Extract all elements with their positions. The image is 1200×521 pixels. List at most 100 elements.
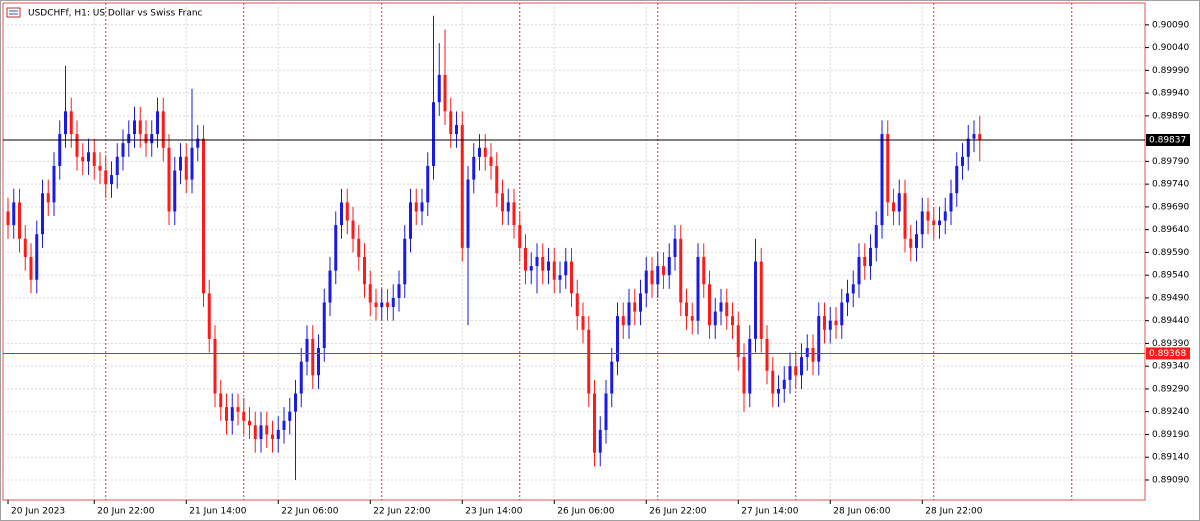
candle-body <box>667 256 671 276</box>
candle-body <box>800 357 803 376</box>
candle-body <box>202 138 205 294</box>
candle-body <box>391 297 395 308</box>
candle-body <box>932 220 936 226</box>
candle-body <box>253 425 257 440</box>
price-label: 0.89368 <box>1149 349 1186 359</box>
candle-body <box>299 361 303 394</box>
x-tick-label: 20 Jun 2023 <box>11 507 65 517</box>
candle-body <box>351 220 355 239</box>
candle-body <box>271 434 274 440</box>
candle-body <box>696 256 700 321</box>
candle-body <box>949 193 953 212</box>
candle-body <box>771 370 775 394</box>
candle-body <box>817 316 821 362</box>
candle-body <box>64 111 67 135</box>
candle-body <box>41 193 44 235</box>
candle-body <box>121 143 125 157</box>
candle-body <box>863 256 867 267</box>
candle-body <box>846 293 849 303</box>
candle-body <box>328 270 332 303</box>
candle-body <box>857 256 861 285</box>
candle-body <box>644 270 648 294</box>
candle-body <box>104 170 108 185</box>
candle-body <box>144 134 148 144</box>
candle-body <box>460 124 464 248</box>
candle-body <box>524 247 527 271</box>
candle-body <box>276 429 280 440</box>
candle-body <box>184 156 188 180</box>
candle-body <box>955 165 959 194</box>
x-tick-label: 28 Jun 22:00 <box>925 507 982 517</box>
candle-body <box>35 234 39 280</box>
candle-body <box>173 170 177 212</box>
x-tick-label: 27 Jun 14:00 <box>741 507 798 517</box>
candle-body <box>978 134 982 140</box>
candle-body <box>127 134 131 144</box>
candle-body <box>909 238 913 248</box>
candle-body <box>386 302 389 308</box>
candle-body <box>6 211 10 226</box>
candle-body <box>58 134 62 166</box>
candle-body <box>403 238 407 285</box>
candle-body <box>570 261 573 294</box>
candle-body <box>512 202 516 226</box>
candle-body <box>742 357 746 394</box>
candle-body <box>558 275 562 280</box>
candle-body <box>380 302 384 308</box>
candle-body <box>29 256 33 280</box>
candle-body <box>368 284 372 303</box>
y-tick-label: 0.89440 <box>1152 316 1189 326</box>
candle-body <box>886 134 890 203</box>
x-tick-label: 22 Jun 22:00 <box>373 507 430 517</box>
candle-body <box>489 156 493 166</box>
candle-body <box>938 220 941 226</box>
candle-body <box>363 256 366 285</box>
x-tick-label: 26 Jun 06:00 <box>557 507 614 517</box>
candle-body <box>230 407 234 421</box>
candle-body <box>345 202 349 221</box>
candle-body <box>581 316 585 330</box>
candle-body <box>782 379 786 389</box>
candle-body <box>604 393 608 430</box>
candle-body <box>610 361 614 394</box>
y-tick-label: 0.89490 <box>1152 293 1189 303</box>
candle-body <box>265 425 269 435</box>
candle-body <box>920 211 924 235</box>
candle-body <box>282 420 286 430</box>
candle-body <box>961 156 964 166</box>
candle-body <box>322 302 326 348</box>
candle-body <box>466 179 470 248</box>
candle-body <box>731 316 734 326</box>
candle-body <box>702 256 706 285</box>
price-label-box <box>1146 133 1190 146</box>
candle-body <box>18 202 21 239</box>
candle-body <box>248 420 251 426</box>
candle-body <box>621 316 625 326</box>
candle-body <box>598 429 602 453</box>
y-tick-label: 0.89640 <box>1152 225 1189 235</box>
candle-body <box>690 316 694 321</box>
candle-body <box>759 261 763 339</box>
candle-body <box>110 175 113 185</box>
candle-body <box>679 238 683 303</box>
candle-body <box>138 120 142 135</box>
candle-body <box>535 256 539 267</box>
candle-body <box>662 266 665 276</box>
y-tick-label: 0.89340 <box>1152 362 1189 372</box>
candle-body <box>305 338 309 362</box>
candle-body <box>409 202 412 239</box>
candle-body <box>449 111 453 135</box>
chart-title: USDCHFf, H1: US Dollar vs Swiss Franc <box>28 9 203 19</box>
candle-body <box>414 202 418 212</box>
candle-body <box>334 225 338 271</box>
candle-body <box>719 302 723 312</box>
x-tick-label: 21 Jun 14:00 <box>189 507 246 517</box>
candle-body <box>317 347 320 376</box>
candle-body <box>219 393 223 408</box>
candle-body <box>196 138 200 148</box>
candle-body <box>357 238 361 257</box>
candle-body <box>87 152 90 162</box>
candle-body <box>633 302 637 312</box>
candle-body <box>483 147 487 157</box>
candle-body <box>236 407 240 412</box>
